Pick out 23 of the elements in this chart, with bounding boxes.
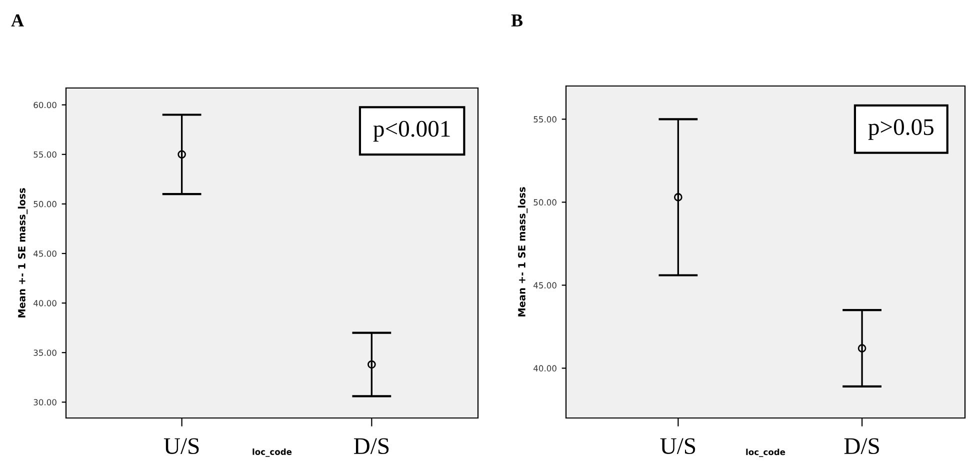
y-tick-label: 60.00 <box>34 102 56 108</box>
y-tick-label: 40.00 <box>34 300 56 306</box>
y-tick-label: 35.00 <box>34 350 56 356</box>
y-tick-label: 55.00 <box>534 116 556 122</box>
y-tick-label: 40.00 <box>534 365 556 372</box>
x-tick-label: D/S <box>844 438 879 454</box>
y-tick-label: 30.00 <box>34 399 56 406</box>
y-tick-label: 45.00 <box>534 282 556 288</box>
y-tick-label: 50.00 <box>534 199 556 206</box>
x-axis-title: loc_code <box>252 448 292 457</box>
annotation: p<0.001 <box>373 120 450 142</box>
chart-title: B <box>511 14 523 26</box>
x-tick-label: U/S <box>660 438 696 454</box>
x-tick-label: D/S <box>354 438 389 454</box>
y-axis-title: Mean +- 1 SE mass_loss <box>18 188 28 318</box>
y-axis-title: Mean +- 1 SE mass_loss <box>518 187 528 316</box>
y-tick-label: 45.00 <box>34 250 56 257</box>
x-axis-title: loc_code <box>746 448 786 458</box>
chart-title: A <box>11 14 24 26</box>
x-tick-label: U/S <box>164 438 199 454</box>
annotation: p>0.05 <box>868 119 934 140</box>
y-tick-label: 50.00 <box>34 200 56 208</box>
y-tick-label: 55.00 <box>34 151 56 158</box>
